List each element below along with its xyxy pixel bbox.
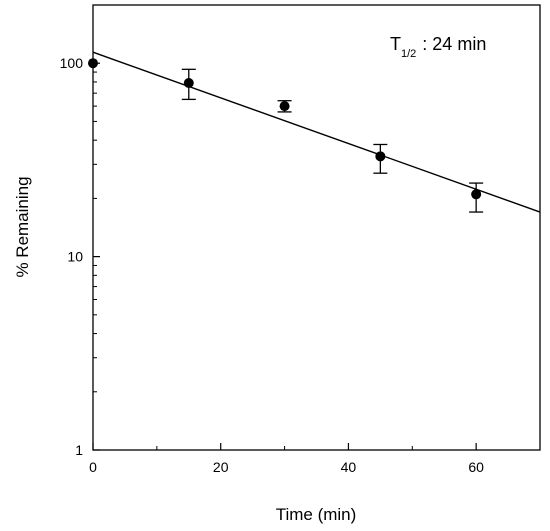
data-point bbox=[88, 58, 98, 69]
y-tick-label: 1 bbox=[75, 442, 83, 458]
ticks: 0 20 40 60 1 10 100 bbox=[60, 4, 484, 475]
data-points bbox=[88, 58, 482, 200]
x-tick-label: 60 bbox=[468, 459, 484, 475]
half-life-symbol: T bbox=[390, 34, 401, 54]
data-point bbox=[471, 189, 482, 200]
data-point bbox=[375, 151, 386, 162]
x-tick-label: 20 bbox=[213, 459, 229, 475]
plot-area bbox=[92, 4, 541, 451]
half-life-subscript: 1/2 bbox=[401, 48, 416, 60]
x-tick-label: 40 bbox=[341, 459, 357, 475]
data-point bbox=[183, 78, 194, 89]
y-tick-label: 10 bbox=[67, 249, 83, 265]
y-axis-title: % Remaining bbox=[13, 176, 32, 277]
half-life-value: : 24 min bbox=[422, 34, 486, 54]
x-axis-title: Time (min) bbox=[276, 505, 357, 524]
fit-line bbox=[92, 51, 541, 213]
half-life-annotation: T1/2 : 24 min bbox=[390, 34, 486, 60]
data-point bbox=[279, 101, 290, 112]
x-tick-label: 0 bbox=[89, 459, 97, 475]
fit-line-group bbox=[92, 51, 541, 213]
y-tick-label: 100 bbox=[60, 55, 84, 71]
